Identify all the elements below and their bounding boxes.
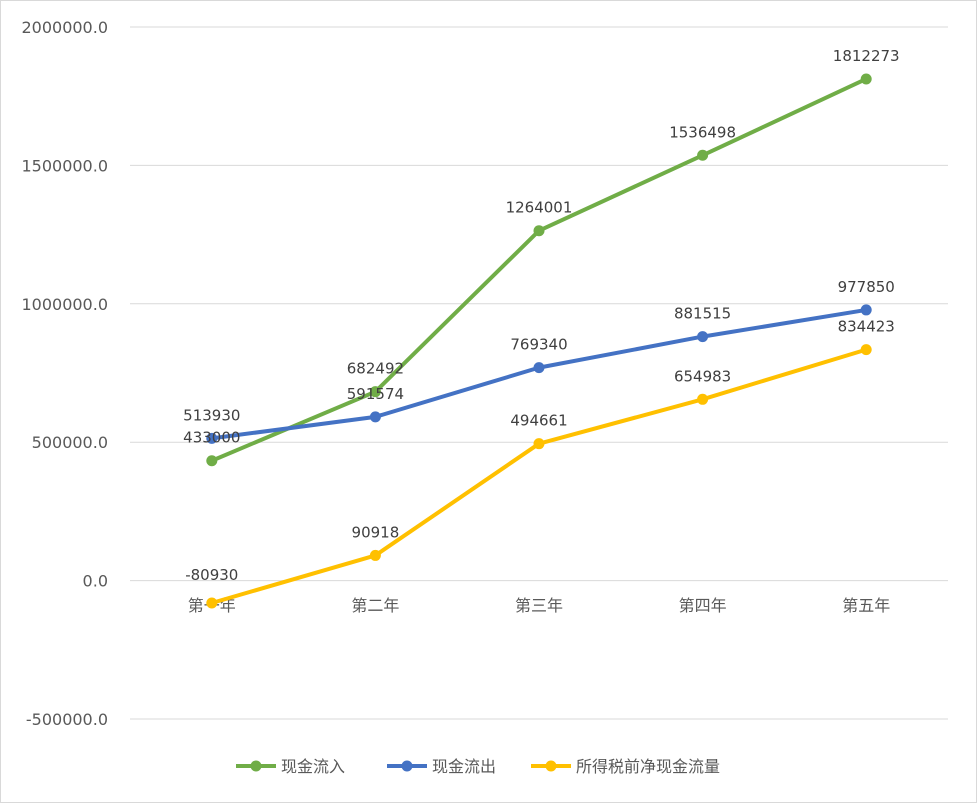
- data-point: [533, 362, 545, 374]
- series-line: [211, 347, 867, 605]
- data-label: 654983: [674, 367, 731, 385]
- data-point: [533, 438, 545, 450]
- legend-label: 所得税前净现金流量: [576, 757, 720, 776]
- data-point: [860, 73, 872, 85]
- data-point: [860, 344, 872, 356]
- data-label: 1264001: [506, 199, 573, 217]
- data-label: 769340: [510, 336, 567, 354]
- data-point: [206, 597, 218, 609]
- data-label: 834423: [838, 318, 895, 336]
- data-label: 433000: [183, 429, 240, 447]
- x-tick-label: 第四年: [679, 596, 727, 615]
- legend-label: 现金流出: [432, 757, 496, 776]
- legend-marker: [250, 760, 262, 772]
- data-point: [369, 411, 381, 423]
- legend-marker: [545, 760, 557, 772]
- y-tick-label: 2000000.0: [21, 18, 108, 37]
- data-label: 90918: [352, 523, 400, 541]
- data-label: 494661: [510, 412, 567, 430]
- y-tick-label: 0.0: [83, 572, 108, 591]
- y-tick-label: -500000.0: [26, 710, 108, 729]
- y-tick-label: 1500000.0: [21, 156, 108, 175]
- data-label: -80930: [185, 566, 238, 584]
- data-point: [369, 386, 381, 398]
- data-point: [206, 455, 218, 467]
- data-label: 881515: [674, 305, 731, 323]
- data-point: [369, 549, 381, 561]
- data-point: [697, 331, 709, 343]
- data-point: [697, 393, 709, 405]
- data-label: 977850: [838, 278, 895, 296]
- data-point: [697, 149, 709, 161]
- y-tick-label: 500000.0: [32, 433, 108, 452]
- legend-label: 现金流入: [281, 757, 345, 776]
- series-line: [211, 77, 868, 463]
- data-label: 1536498: [669, 123, 736, 141]
- x-tick-label: 第二年: [351, 596, 399, 615]
- data-point: [860, 304, 872, 316]
- data-point: [533, 225, 545, 237]
- data-label: 513930: [183, 406, 240, 424]
- x-tick-label: 第三年: [515, 596, 563, 615]
- y-tick-label: 1000000.0: [21, 295, 108, 314]
- legend-marker: [401, 760, 413, 772]
- data-label: 591574: [347, 385, 404, 403]
- data-point: [206, 432, 218, 444]
- x-tick-label: 第五年: [842, 596, 890, 615]
- data-label: 1812273: [833, 47, 900, 65]
- data-label: 682492: [347, 360, 404, 378]
